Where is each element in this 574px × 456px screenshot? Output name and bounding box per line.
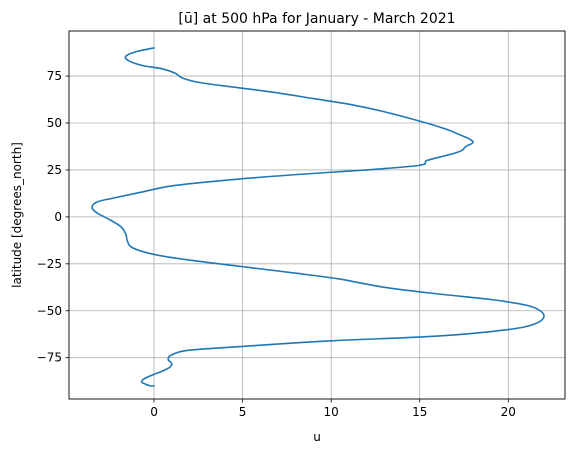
y-tick-label: −25 xyxy=(37,257,62,271)
y-axis-label: latitude [degrees_north] xyxy=(10,142,24,288)
x-tick-label: 15 xyxy=(412,405,427,419)
x-tick-label: 5 xyxy=(239,405,247,419)
x-axis-label: u xyxy=(313,430,321,444)
x-tick-label: 0 xyxy=(150,405,158,419)
y-axis: −75 −50 −25 0 25 50 75 xyxy=(37,69,69,365)
grid xyxy=(69,31,565,399)
x-tick-label: 20 xyxy=(501,405,516,419)
plot-background xyxy=(69,31,565,399)
y-tick-label: −75 xyxy=(37,351,62,365)
x-tick-label: 10 xyxy=(324,405,339,419)
chart-title: [ū] at 500 hPa for January - March 2021 xyxy=(178,11,455,27)
series-line xyxy=(91,47,545,387)
y-tick-label: −50 xyxy=(37,304,62,318)
y-tick-label: 25 xyxy=(47,163,62,177)
y-tick-label: 0 xyxy=(54,210,62,224)
x-axis: 0 5 10 15 20 xyxy=(150,399,516,419)
y-tick-label: 50 xyxy=(47,116,62,130)
y-tick-label: 75 xyxy=(47,69,62,83)
plot-frame xyxy=(68,30,566,400)
